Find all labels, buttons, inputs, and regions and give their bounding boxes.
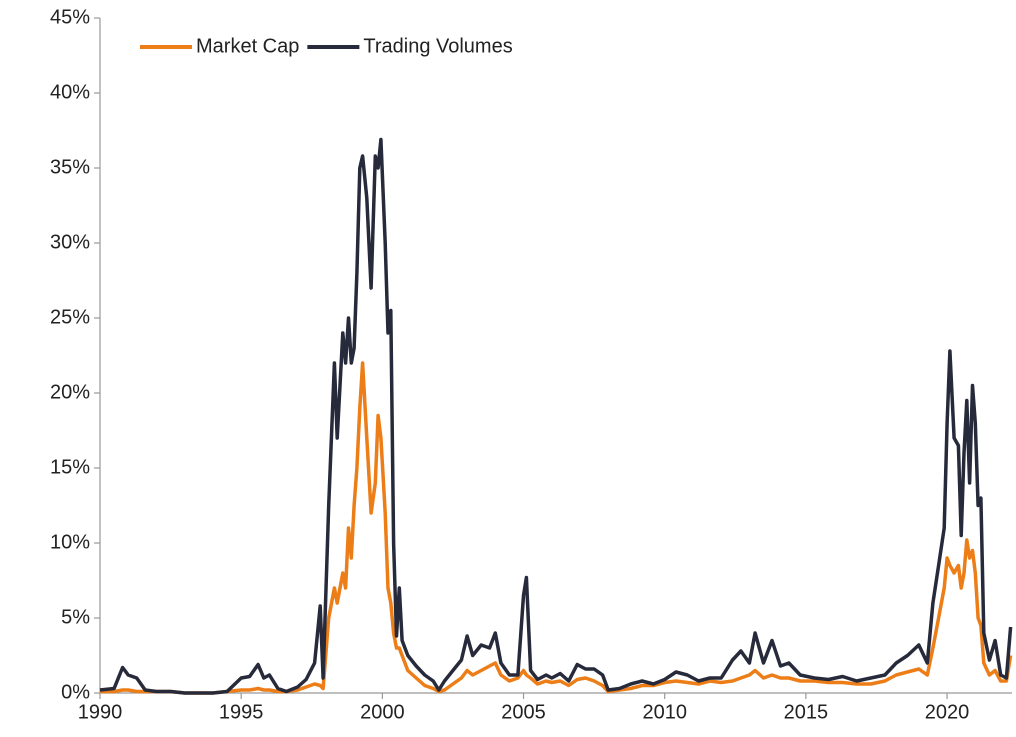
- series-line: [100, 361, 1013, 695]
- legend-label: Market Cap: [196, 35, 299, 57]
- x-tick-label: 2020: [925, 701, 970, 723]
- y-tick-label: 15%: [50, 456, 90, 478]
- y-tick-label: 5%: [61, 606, 90, 628]
- y-tick-label: 10%: [50, 531, 90, 553]
- y-tick-label: 30%: [50, 231, 90, 253]
- y-tick-label: 35%: [50, 156, 90, 178]
- y-tick-label: 45%: [50, 6, 90, 28]
- x-tick-label: 2015: [784, 701, 829, 723]
- y-tick-label: 0%: [61, 681, 90, 703]
- y-tick-label: 20%: [50, 381, 90, 403]
- x-tick-label: 2010: [642, 701, 687, 723]
- x-tick-label: 2005: [501, 701, 546, 723]
- x-tick-label: 1995: [219, 701, 264, 723]
- legend-label: Trading Volumes: [363, 35, 512, 57]
- x-tick-label: 1990: [78, 701, 123, 723]
- series-line: [99, 137, 1013, 695]
- y-tick-label: 40%: [50, 81, 90, 103]
- x-tick-label: 2000: [360, 701, 405, 723]
- y-tick-label: 25%: [50, 306, 90, 328]
